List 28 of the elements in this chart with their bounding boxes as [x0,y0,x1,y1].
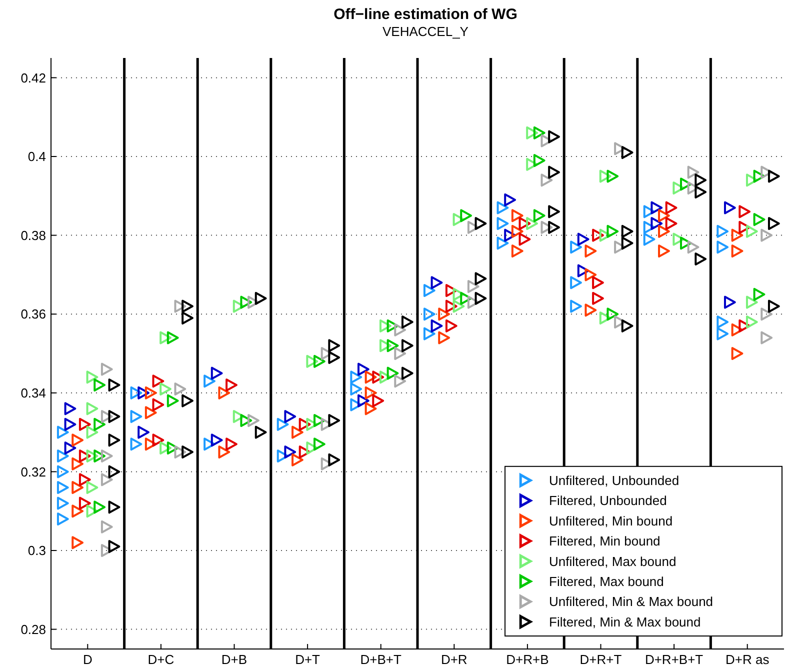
legend-label: Filtered, Min bound [549,534,660,549]
legend-label: Unfiltered, Unbounded [549,472,680,488]
x-tick-label: D+R [440,652,468,667]
legend-label: Unfiltered, Min & Max bound [549,594,714,610]
y-tick-label: 0.4 [28,149,46,164]
x-tick-label: D+T [295,652,320,667]
x-tick-label: D+C [148,652,174,667]
x-tick-label: D+R+T [580,652,622,667]
chart-title: Off−line estimation of WG [334,6,518,23]
chart-subtitle: VEHACCEL_Y [382,24,469,39]
x-tick-label: D+B+T [360,652,402,667]
y-tick-label: 0.28 [20,622,46,637]
legend-label: Filtered, Min & Max bound [549,614,701,630]
x-tick-label: D+R as [725,652,770,667]
legend-label: Unfiltered, Min bound [549,513,673,528]
y-tick-label: 0.3 [28,543,46,558]
x-tick-label: D [82,652,92,667]
y-tick-label: 0.32 [20,464,46,480]
y-tick-label: 0.34 [20,385,46,400]
legend-label: Filtered, Max bound [549,574,664,589]
x-tick-label: D+R+B [506,652,549,667]
y-tick-label: 0.42 [20,70,46,86]
legend-label: Unfiltered, Max bound [549,554,676,569]
y-tick-label: 0.36 [20,306,46,322]
legend-label: Filtered, Unbounded [549,493,667,508]
x-tick-label: D+B [221,652,248,667]
x-tick-label: D+R+B+T [644,652,704,667]
y-tick-label: 0.38 [20,228,46,243]
